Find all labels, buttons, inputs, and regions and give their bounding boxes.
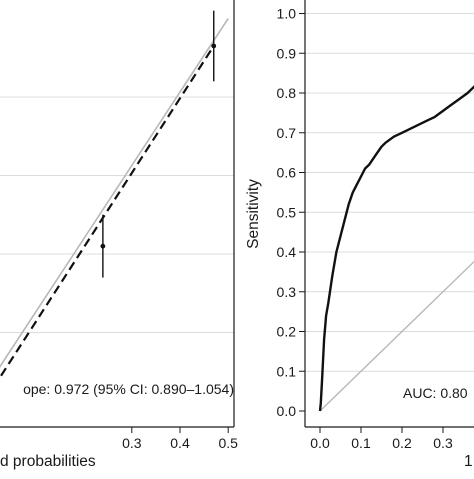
x-tick-label: 0.5 xyxy=(218,435,238,451)
reference-diagonal xyxy=(0,18,229,368)
y-tick-label: 0.1 xyxy=(277,363,297,379)
slope-annotation: ope: 0.972 (95% CI: 0.890–1.054) xyxy=(23,381,234,397)
y-tick-label: 0.7 xyxy=(277,125,297,141)
x-tick-label: 0.4 xyxy=(170,435,190,451)
y-tick-label: 0.9 xyxy=(277,45,297,61)
right-x-axis-label: 1 xyxy=(464,453,473,470)
x-tick-label: 0.3 xyxy=(433,435,453,451)
right-y-axis-label: Sensitivity xyxy=(245,179,262,249)
auc-annotation: AUC: 0.80 xyxy=(403,385,468,401)
x-tick-label: 0.3 xyxy=(122,435,142,451)
y-tick-label: 0.4 xyxy=(277,244,297,260)
y-tick-label: 0.0 xyxy=(277,403,297,419)
calibration-panel: 0.3 0.4 0.5 xyxy=(0,0,238,451)
calibration-point xyxy=(100,243,106,249)
calibration-point xyxy=(211,43,217,49)
y-tick-label: 1.0 xyxy=(277,6,297,22)
fitted-calibration-line xyxy=(0,45,215,380)
y-tick-label: 0.2 xyxy=(277,324,297,340)
y-tick-label: 0.5 xyxy=(277,204,297,220)
chance-diagonal xyxy=(319,260,474,412)
x-tick-label: 0.2 xyxy=(392,435,412,451)
roc-panel: 0.0 0.1 0.2 0.3 0.4 0.5 0.6 0.7 0.8 0.9 1.0 0.0 0.1 0… xyxy=(277,0,474,451)
y-tick-label: 0.6 xyxy=(277,165,297,181)
y-tick-label: 0.8 xyxy=(277,85,297,101)
x-tick-label: 0.1 xyxy=(351,435,371,451)
roc-curve xyxy=(318,85,474,412)
y-tick-label: 0.3 xyxy=(277,284,297,300)
left-x-axis-label: d probabilities xyxy=(0,453,96,470)
x-tick-label: 0.0 xyxy=(310,435,330,451)
